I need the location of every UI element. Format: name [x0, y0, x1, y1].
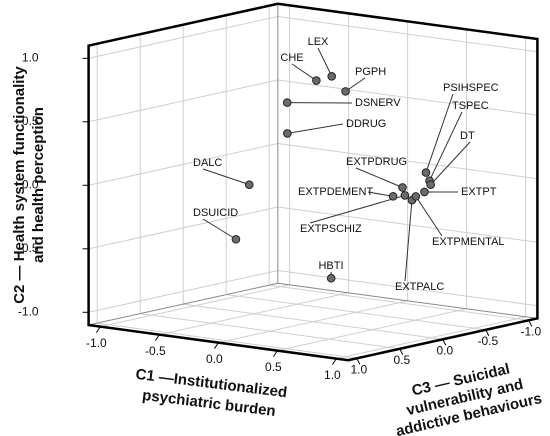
leader-line — [202, 218, 237, 240]
grid-line — [140, 313, 400, 350]
tick-mark — [485, 329, 490, 337]
y-axis-title-line: C2 — Health system functionality — [11, 66, 28, 304]
point — [341, 87, 350, 96]
z-tick-label: 1.0 — [350, 362, 367, 376]
point — [283, 129, 292, 138]
leader-line — [287, 123, 344, 134]
box-edge — [88, 282, 278, 326]
point-label: EXTPDRUG — [346, 156, 407, 168]
y-tick-label: 1.0 — [22, 50, 39, 64]
y-tick-label: -0.5 — [18, 241, 39, 255]
point-label: DSNERV — [355, 97, 401, 109]
point — [327, 71, 337, 81]
point-label: EXTPDEMENT — [298, 186, 373, 198]
grid-line — [226, 294, 486, 331]
leader-line — [404, 200, 413, 282]
tick-mark — [356, 358, 361, 365]
point-label: PSIHSPEC — [443, 82, 499, 94]
grid-line — [277, 270, 538, 307]
point-label: DT — [460, 130, 475, 142]
point — [400, 191, 410, 200]
tick-mark — [213, 342, 219, 349]
grid — [88, 5, 538, 360]
y-tick-label: 0.5 — [22, 114, 39, 128]
grid-line — [277, 143, 538, 180]
point — [244, 180, 254, 189]
leader-line — [429, 111, 463, 181]
frame — [82, 2, 539, 365]
point-label: EXTPSCHIZ — [300, 223, 362, 235]
point-label: CHE — [280, 52, 303, 64]
tick-mark — [95, 326, 101, 333]
marks: CHE LEX PGPH DSNERV DDRUG DALC DSUICID HBTI PSIH… — [193, 36, 505, 293]
x-tick-label: 1.0 — [324, 368, 341, 382]
leader-line — [415, 196, 443, 237]
z-tick-label: 0.0 — [436, 343, 453, 357]
point-label: TSPEC — [452, 100, 489, 112]
grid-line — [277, 206, 538, 243]
leader-line — [291, 63, 317, 81]
leader-line — [317, 47, 333, 77]
point-label: PGPH — [355, 66, 386, 78]
point — [312, 76, 321, 85]
box-edge — [277, 282, 538, 319]
x-tick-label: -0.5 — [145, 344, 166, 358]
x-tick-label: 0.5 — [265, 360, 282, 374]
z-tick-label: -0.5 — [477, 334, 498, 348]
point — [326, 273, 336, 283]
tick-mark — [399, 348, 404, 356]
tick-mark — [154, 334, 160, 341]
point — [388, 192, 398, 201]
z-tick-label: 0.5 — [393, 353, 410, 367]
point — [398, 183, 407, 192]
point-label: EXTPT — [461, 186, 497, 198]
grid-line — [183, 303, 443, 340]
point — [426, 180, 435, 189]
point-label: DALC — [193, 157, 222, 169]
point-label: EXTPALC — [395, 281, 444, 293]
tick-mark — [331, 358, 337, 365]
tick-mark — [272, 350, 278, 357]
point — [420, 187, 429, 197]
grid-line — [269, 284, 529, 321]
point — [282, 98, 292, 107]
y-tick-label: 0.0 — [22, 177, 39, 191]
point-label: LEX — [308, 36, 329, 48]
box-outline — [87, 2, 539, 362]
z-tick-label: -1.0 — [520, 324, 541, 338]
tick-mark — [442, 339, 447, 346]
leader-line — [430, 141, 471, 185]
point — [421, 168, 431, 177]
y-axis-title-line: and health perception — [30, 107, 47, 263]
leader-line — [202, 168, 250, 186]
x-axis-title: C1 —Institutionalized psychiatric burden — [135, 366, 288, 420]
y-tick-label: -1.0 — [18, 304, 39, 318]
point-label: HBTI — [318, 260, 343, 272]
point-label: EXTPMENTAL — [432, 236, 505, 248]
tick-mark — [528, 320, 533, 327]
x-tick-label: -1.0 — [86, 336, 107, 350]
point-label: DDRUG — [346, 118, 386, 130]
y-axis-title: C2 — Health system functionality and hea… — [11, 66, 47, 304]
point — [231, 234, 241, 244]
point-label: DSUICID — [193, 207, 238, 219]
grid-line — [277, 16, 538, 53]
x-tick-label: 0.0 — [206, 352, 223, 366]
point — [411, 192, 421, 201]
leader-line — [309, 194, 406, 224]
z-axis-title: C3 — Suicidal vulnerability and addictiv… — [394, 360, 543, 436]
leader-line — [425, 93, 454, 173]
grid-line — [97, 322, 357, 359]
grid-line — [277, 79, 538, 116]
leader-line — [355, 167, 403, 188]
